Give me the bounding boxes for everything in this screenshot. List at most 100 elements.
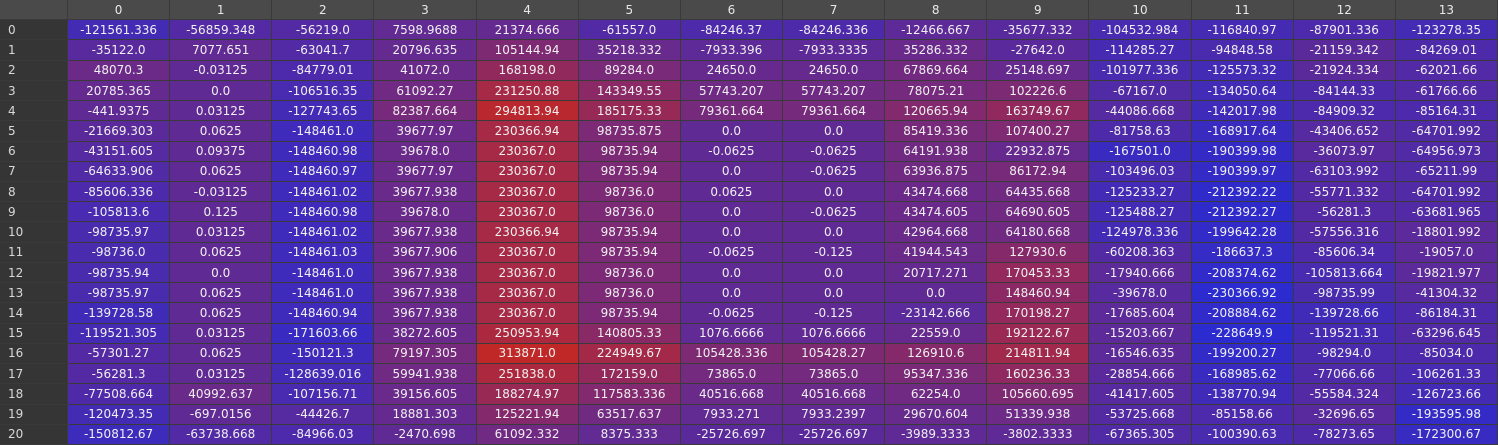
table-cell[interactable]: -56859.348 [170,20,273,41]
table-cell[interactable]: -39678.0 [1089,283,1192,304]
table-cell[interactable]: 64180.668 [987,222,1090,243]
table-cell[interactable]: -85164.31 [1395,101,1498,122]
table-cell[interactable]: -61557.0 [578,20,681,41]
table-cell[interactable]: -63738.668 [170,424,273,445]
table-cell[interactable]: 38272.605 [374,323,477,344]
row-header[interactable]: 1 [0,40,68,61]
table-cell[interactable]: 0.03125 [170,222,273,243]
table-cell[interactable]: 214811.94 [987,343,1090,365]
table-cell[interactable]: -7933.396 [680,40,783,61]
table-cell[interactable]: 250953.94 [476,323,579,344]
table-cell[interactable]: 29670.604 [885,404,988,425]
table-cell[interactable]: 89284.0 [578,60,681,81]
table-cell[interactable]: -0.0625 [783,161,886,183]
table-cell[interactable]: 1076.6666 [680,323,783,344]
row-header[interactable]: 15 [0,323,68,344]
table-cell[interactable]: 168198.0 [476,60,579,81]
table-cell[interactable]: 62254.0 [885,384,988,405]
table-cell[interactable]: -77066.66 [1293,364,1396,385]
table-cell[interactable]: -3989.3333 [885,424,988,445]
table-cell[interactable]: -44086.668 [1089,101,1192,122]
table-cell[interactable]: 0.0 [680,262,783,284]
table-cell[interactable]: -186637.3 [1191,242,1294,263]
table-cell[interactable]: 78075.21 [885,80,988,102]
table-cell[interactable]: -134050.64 [1191,80,1294,102]
table-cell[interactable]: -119521.31 [1293,323,1396,344]
table-cell[interactable]: 185175.33 [578,101,681,122]
table-cell[interactable]: 98736.0 [578,202,681,223]
table-cell[interactable]: 40992.637 [170,384,273,405]
table-cell[interactable]: 7598.9688 [374,20,477,41]
table-cell[interactable]: 140805.33 [578,323,681,344]
table-cell[interactable]: -25726.697 [680,424,783,445]
column-header[interactable]: 0 [68,0,171,21]
table-cell[interactable]: -119521.305 [68,323,171,344]
table-cell[interactable]: -43151.605 [68,141,171,162]
table-cell[interactable]: -41304.32 [1395,283,1498,304]
table-cell[interactable]: 41072.0 [374,60,477,81]
table-cell[interactable]: 0.0 [783,283,886,304]
table-cell[interactable]: -697.0156 [170,404,273,425]
table-cell[interactable]: 86172.94 [987,161,1090,183]
column-header[interactable]: 9 [987,0,1090,21]
table-cell[interactable]: -19821.977 [1395,262,1498,284]
table-cell[interactable]: 79361.664 [783,101,886,122]
table-cell[interactable]: -28854.666 [1089,364,1192,385]
table-cell[interactable]: -148461.02 [272,222,375,243]
table-cell[interactable]: -55584.324 [1293,384,1396,405]
table-cell[interactable]: -18801.992 [1395,222,1498,243]
table-cell[interactable]: -35122.0 [68,40,171,61]
table-cell[interactable]: 230367.0 [476,161,579,183]
table-cell[interactable]: -104532.984 [1089,20,1192,41]
table-cell[interactable]: 25148.697 [987,60,1090,81]
table-cell[interactable]: -0.0625 [783,202,886,223]
table-cell[interactable]: -193595.98 [1395,404,1498,425]
table-cell[interactable]: 230367.0 [476,182,579,203]
table-cell[interactable]: 98735.94 [578,222,681,243]
table-cell[interactable]: 39156.605 [374,384,477,405]
table-cell[interactable]: 0.0 [783,182,886,203]
table-cell[interactable]: -0.125 [783,242,886,263]
table-cell[interactable]: -228649.9 [1191,323,1294,344]
table-cell[interactable]: 79361.664 [680,101,783,122]
table-cell[interactable]: 230367.0 [476,242,579,263]
table-cell[interactable]: -63041.7 [272,40,375,61]
table-cell[interactable]: 0.0625 [170,242,273,263]
row-header[interactable]: 2 [0,60,68,81]
table-cell[interactable]: -98735.97 [68,283,171,304]
table-cell[interactable]: -148460.98 [272,141,375,162]
table-cell[interactable]: -199642.28 [1191,222,1294,243]
table-cell[interactable]: 188274.97 [476,384,579,405]
table-cell[interactable]: 42964.668 [885,222,988,243]
table-cell[interactable]: 313871.0 [476,343,579,365]
table-cell[interactable]: -0.125 [783,303,886,324]
table-cell[interactable]: -21924.334 [1293,60,1396,81]
table-cell[interactable]: 22932.875 [987,141,1090,162]
corner-header[interactable] [0,0,68,21]
table-cell[interactable]: 39677.938 [374,222,477,243]
row-header[interactable]: 11 [0,242,68,263]
row-header[interactable]: 17 [0,364,68,385]
row-header[interactable]: 3 [0,80,68,102]
table-cell[interactable]: 7933.271 [680,404,783,425]
table-cell[interactable]: -17940.666 [1089,262,1192,284]
table-cell[interactable]: -41417.605 [1089,384,1192,405]
table-cell[interactable]: -84246.37 [680,20,783,41]
table-cell[interactable]: 7933.2397 [783,404,886,425]
table-cell[interactable]: 230366.94 [476,222,579,243]
table-cell[interactable]: 0.0 [783,121,886,142]
table-cell[interactable]: 79197.305 [374,343,477,365]
table-cell[interactable]: 0.0 [885,283,988,304]
table-cell[interactable]: -139728.58 [68,303,171,324]
column-header[interactable]: 13 [1395,0,1498,21]
table-cell[interactable]: -168917.64 [1191,121,1294,142]
table-cell[interactable]: 98735.94 [578,141,681,162]
table-cell[interactable]: 40516.668 [680,384,783,405]
table-cell[interactable]: 230367.0 [476,141,579,162]
table-cell[interactable]: 98736.0 [578,283,681,304]
table-cell[interactable]: 39677.938 [374,262,477,284]
table-cell[interactable]: 41944.543 [885,242,988,263]
table-cell[interactable]: 0.0 [170,80,273,102]
table-cell[interactable]: -84269.01 [1395,40,1498,61]
table-cell[interactable]: 0.0 [783,262,886,284]
